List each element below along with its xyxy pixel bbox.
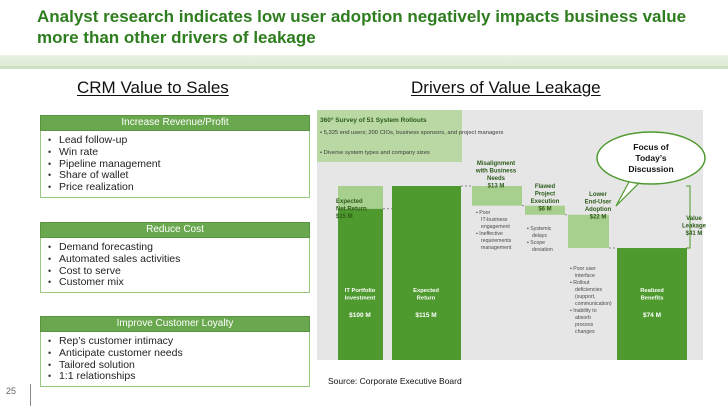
list-item: 1:1 relationships bbox=[41, 371, 309, 383]
box-loyalty-header: Improve Customer Loyalty bbox=[40, 316, 310, 332]
note-adoption: communication) bbox=[575, 301, 612, 307]
survey-box: 360° Survey of 51 System Rollouts • 5,32… bbox=[317, 110, 504, 162]
label-net-return: $15 M bbox=[336, 214, 353, 220]
label-it-portfolio: Investment bbox=[345, 296, 376, 302]
box-cost: Reduce Cost Demand forecasting Automated… bbox=[40, 222, 310, 294]
label-misalignment: with Business bbox=[475, 169, 517, 175]
list-item: Pipeline management bbox=[41, 158, 309, 171]
list-item: Demand forecasting bbox=[41, 241, 309, 254]
note-misalignment: management bbox=[481, 245, 512, 251]
list-item: Tailored solution bbox=[41, 359, 309, 372]
label-adoption: Adoption bbox=[585, 207, 612, 213]
title-band bbox=[0, 55, 728, 69]
label-value-leakage: Value bbox=[686, 216, 702, 222]
label-adoption: Lower bbox=[589, 192, 607, 198]
chart-source: Source: Corporate Executive Board bbox=[328, 376, 462, 386]
note-misalignment: ▪ Poor bbox=[476, 210, 491, 216]
list-item: Rep’s customer intimacy bbox=[41, 335, 309, 348]
callout: Focus of Today’s Discussion bbox=[596, 131, 706, 207]
label-flawed: Flawed bbox=[535, 184, 556, 190]
label-misalignment: Misalignment bbox=[477, 161, 515, 167]
note-misalignment: requirements bbox=[481, 238, 512, 244]
callout-line-1: Focus of bbox=[633, 142, 669, 152]
label-expected-return: Expected bbox=[413, 288, 439, 294]
label-misalignment: Needs bbox=[487, 176, 506, 182]
list-item: Anticipate customer needs bbox=[41, 347, 309, 360]
page-number: 25 bbox=[6, 386, 17, 396]
list-item: Price realization bbox=[41, 181, 309, 194]
list-item: Automated sales activities bbox=[41, 253, 309, 266]
callout-bubble bbox=[596, 131, 706, 185]
label-expected-return: Return bbox=[417, 296, 436, 302]
note-flawed: ▪ Scope bbox=[527, 240, 545, 246]
list-item: Win rate bbox=[41, 146, 309, 159]
bar-misalignment-with-business-needs bbox=[472, 186, 522, 206]
chart-bars bbox=[338, 185, 691, 360]
note-adoption: process bbox=[575, 322, 594, 328]
label-expected-return-value: $115 M bbox=[415, 312, 436, 319]
label-adoption: End-User bbox=[585, 200, 612, 206]
note-flawed: delays bbox=[532, 233, 547, 239]
label-it-portfolio: IT Portfolio bbox=[345, 288, 376, 294]
label-flawed: $6 M bbox=[538, 207, 551, 213]
note-flawed: deviation bbox=[532, 247, 553, 253]
box-revenue-body: Lead follow-up Win rate Pipeline managem… bbox=[40, 131, 310, 198]
label-realized-benefits: Benefits bbox=[641, 296, 664, 302]
bar-expected-return bbox=[392, 186, 461, 360]
label-realized-benefits: Realized bbox=[640, 288, 664, 294]
callout-line-2: Today’s bbox=[635, 153, 666, 163]
bar-realized-benefits bbox=[617, 248, 687, 360]
note-flawed: ▪ Systemic bbox=[527, 226, 552, 232]
label-it-portfolio-value: $100 M bbox=[349, 312, 371, 319]
label-value-leakage: Leakage bbox=[682, 224, 707, 230]
right-heading: Drivers of Value Leakage bbox=[411, 78, 601, 97]
label-value-leakage: $41 M bbox=[686, 231, 703, 237]
survey-bullet: • 5,325 end users; 200 CIOs, business sp… bbox=[320, 130, 504, 136]
note-misalignment: ▪ Ineffective bbox=[476, 231, 503, 237]
label-adoption: $22 M bbox=[590, 215, 607, 221]
label-net-return: Expected bbox=[336, 199, 363, 205]
page-number-divider bbox=[30, 384, 31, 406]
bar-flawed-project-execution bbox=[525, 205, 565, 215]
box-loyalty-body: Rep’s customer intimacy Anticipate custo… bbox=[40, 332, 310, 388]
bar-expected-net-return bbox=[338, 186, 383, 209]
left-heading: CRM Value to Sales bbox=[77, 78, 229, 97]
leakage-bracket bbox=[686, 185, 691, 249]
note-adoption: (support, bbox=[575, 294, 595, 300]
bar-it-portfolio-investment bbox=[338, 208, 383, 360]
box-revenue-header: Increase Revenue/Profit bbox=[40, 115, 310, 131]
note-adoption: changes bbox=[575, 329, 595, 335]
note-adoption: interface bbox=[575, 273, 595, 279]
box-cost-header: Reduce Cost bbox=[40, 222, 310, 238]
label-flawed: Project bbox=[535, 192, 555, 198]
list-item: Share of wallet bbox=[41, 170, 309, 182]
label-misalignment: $13 M bbox=[488, 184, 505, 190]
callout-line-3: Discussion bbox=[628, 164, 673, 174]
label-realized-benefits-value: $74 M bbox=[643, 312, 661, 319]
survey-title: 360° Survey of 51 System Rollouts bbox=[320, 116, 427, 124]
label-net-return: Net Return bbox=[336, 207, 367, 213]
list-item: Lead follow-up bbox=[41, 134, 309, 147]
note-misalignment: engagement bbox=[481, 224, 510, 230]
note-adoption: ▪ Inability to bbox=[570, 308, 597, 314]
note-adoption: absorb bbox=[575, 315, 591, 321]
list-item: Cost to serve bbox=[41, 265, 309, 278]
list-item: Customer mix bbox=[41, 277, 309, 289]
box-revenue: Increase Revenue/Profit Lead follow-up W… bbox=[40, 115, 310, 198]
note-misalignment: IT-business bbox=[481, 217, 508, 223]
chart-labels: Expected Net Return$15 M Misalignment with … bbox=[336, 161, 707, 335]
box-loyalty: Improve Customer Loyalty Rep’s customer … bbox=[40, 316, 310, 388]
note-adoption: ▪ Rollout bbox=[570, 280, 590, 286]
slide-title: Analyst research indicates low user adop… bbox=[37, 7, 687, 47]
note-adoption: deficiencies bbox=[575, 287, 603, 293]
note-adoption: ▪ Poor user bbox=[570, 266, 596, 272]
survey-bullet: • Diverse system types and company sizes bbox=[320, 150, 430, 156]
label-flawed: Execution bbox=[531, 199, 560, 205]
bar-lower-end-user-adoption bbox=[568, 214, 609, 249]
box-cost-body: Demand forecasting Automated sales activ… bbox=[40, 238, 310, 294]
survey-box-bg bbox=[317, 110, 462, 162]
